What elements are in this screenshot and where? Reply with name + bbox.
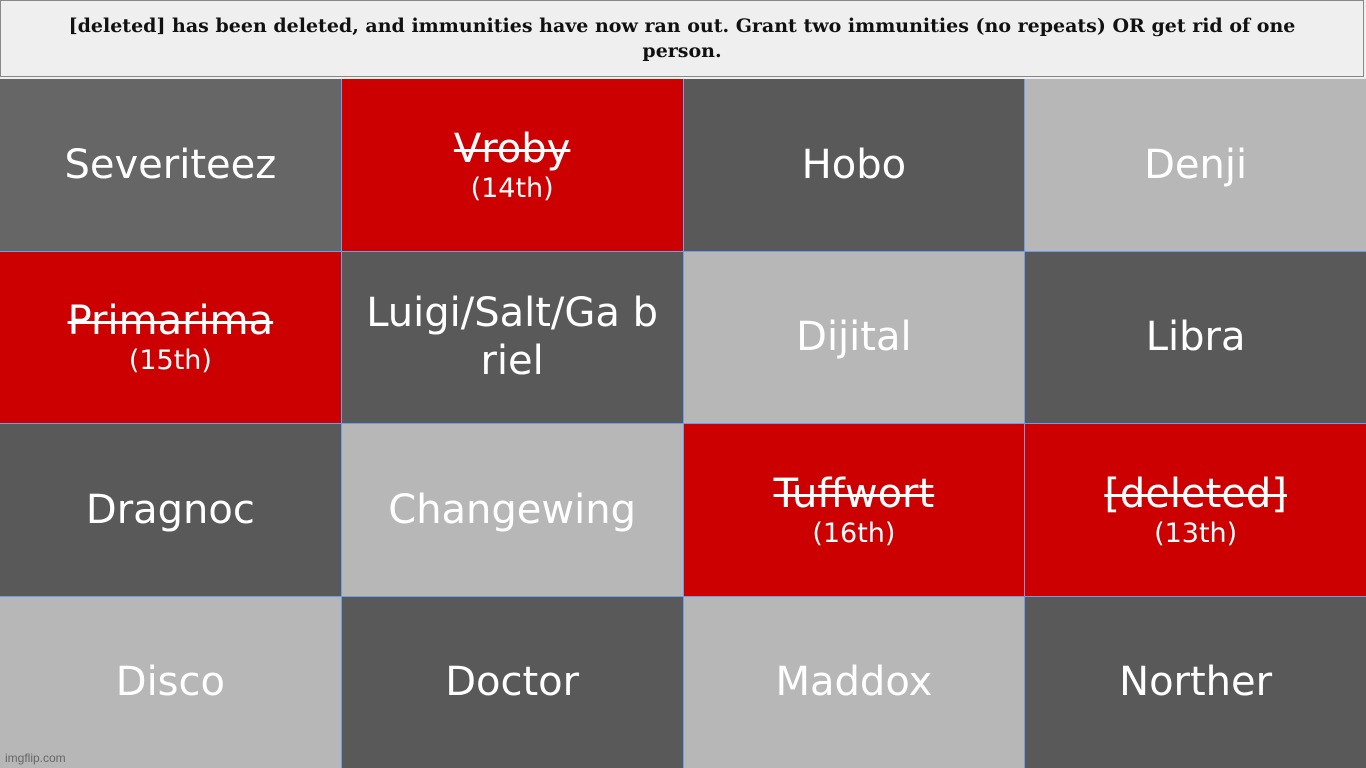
contestant-name: Changewing (388, 486, 636, 533)
contestant-cell: Primarima (15th) (0, 251, 341, 423)
contestant-cell: Denji (1025, 79, 1366, 251)
contestant-name: Luigi/Salt/Ga briel (366, 290, 659, 385)
contestant-name: Hobo (801, 141, 907, 188)
header-text: [deleted] has been deleted, and immuniti… (68, 14, 1296, 62)
contestant-cell: [deleted] (13th) (1025, 424, 1366, 596)
watermark: imgflip.com (5, 751, 66, 765)
contestant-name: Severiteez (64, 141, 277, 188)
elimination-place: (15th) (128, 345, 212, 377)
contestant-cell: Doctor (341, 596, 683, 768)
contestant-name: Dijital (796, 314, 912, 361)
contestant-name: Norther (1119, 659, 1273, 706)
contestant-name: Maddox (775, 659, 933, 706)
contestant-name: Tuffwort (773, 470, 935, 517)
contestant-name: Disco (115, 659, 225, 706)
header-banner: [deleted] has been deleted, and immuniti… (0, 0, 1364, 77)
contestant-cell: Libra (1025, 251, 1366, 423)
contestant-name: Primarima (67, 298, 274, 345)
contestant-name: [deleted] (1104, 470, 1287, 517)
contestant-cell: Changewing (341, 424, 683, 596)
contestant-grid: Severiteez Vroby (14th) Hobo Denji Primarima(… (0, 79, 1366, 768)
contestant-name: Libra (1145, 314, 1246, 361)
contestant-cell: Tuffwort (16th) (683, 424, 1025, 596)
contestant-name: Dragnoc (85, 486, 255, 533)
contestant-name: Vroby (453, 125, 571, 172)
elimination-place: (14th) (470, 172, 554, 204)
contestant-cell: Severiteez (0, 79, 341, 251)
elimination-place: (16th) (812, 517, 896, 549)
contestant-name: Doctor (445, 659, 580, 706)
elimination-place: (13th) (1154, 517, 1238, 549)
contestant-cell: Maddox (683, 596, 1025, 768)
contestant-cell: Dijital (683, 251, 1025, 423)
contestant-cell: Dragnoc (0, 424, 341, 596)
contestant-cell: Luigi/Salt/Ga briel (341, 251, 683, 423)
contestant-cell: Hobo (683, 79, 1025, 251)
contestant-name: Denji (1144, 141, 1248, 188)
contestant-cell: Norther (1025, 596, 1366, 768)
contestant-cell: Disco (0, 596, 341, 768)
contestant-cell: Vroby (14th) (341, 79, 683, 251)
